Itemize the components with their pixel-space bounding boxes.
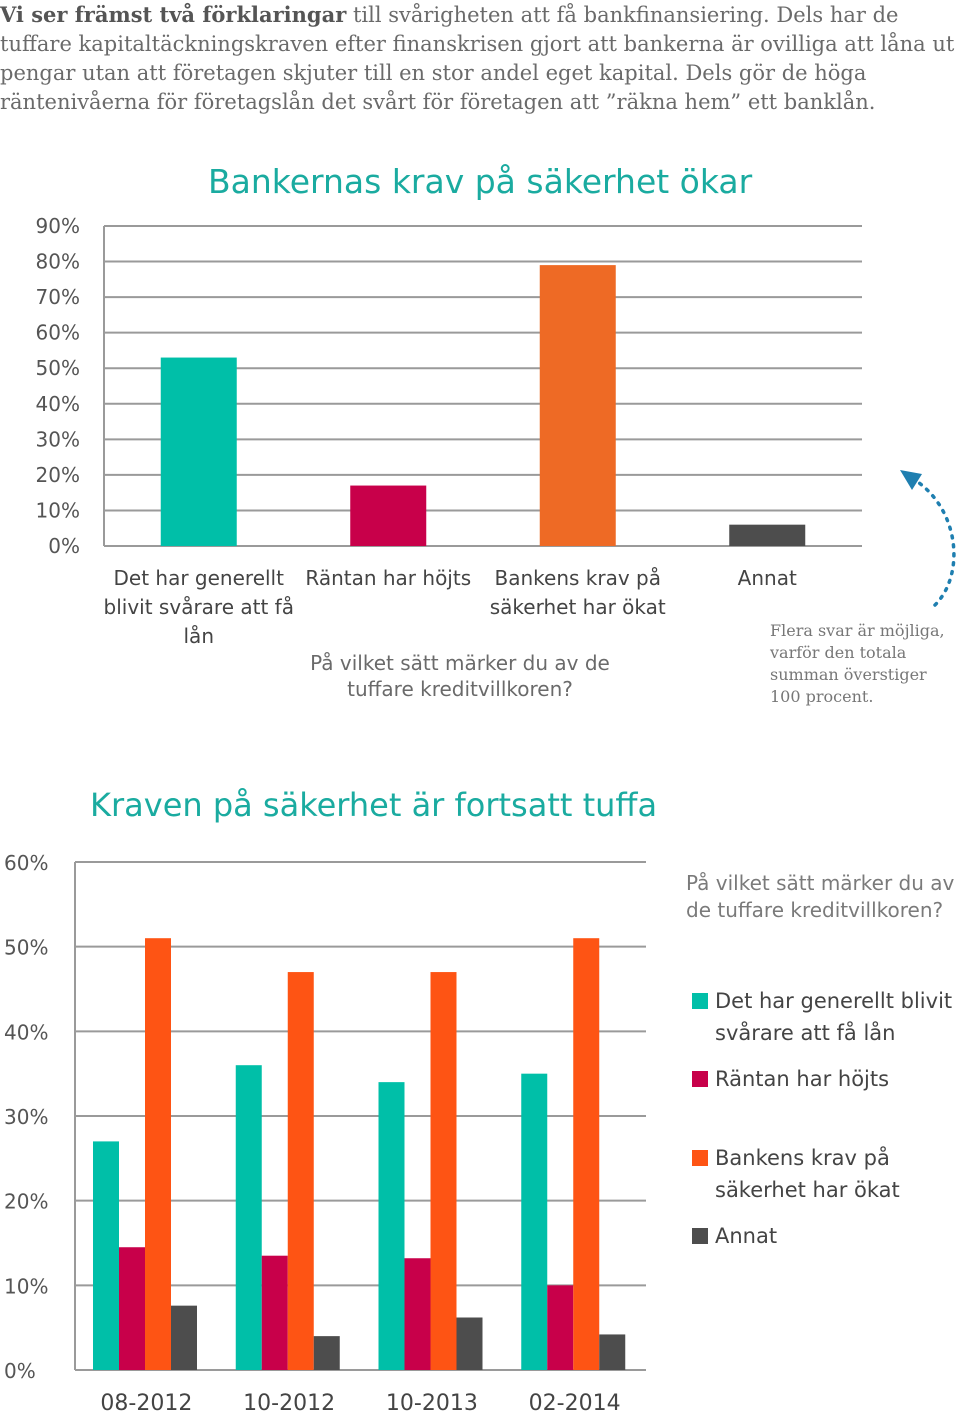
legend-label: säkerhet har ökat bbox=[715, 1178, 900, 1202]
chart2-bar bbox=[261, 1255, 288, 1370]
chart1-ytick-label: 70% bbox=[36, 285, 80, 309]
chart2-ytick-label: 40% bbox=[4, 1020, 48, 1044]
chart1-bar bbox=[350, 485, 427, 546]
chart2-category-label: 08-2012 bbox=[100, 1391, 192, 1415]
intro-paragraph: Vi ser främst två förklaringar till svår… bbox=[0, 0, 955, 117]
chart1-category-label: Räntan har höjts bbox=[305, 566, 471, 590]
chart2-category-label: 10-2012 bbox=[243, 1391, 335, 1415]
intro-lead: Vi ser främst två förklaringar bbox=[0, 2, 347, 27]
chart2-bar bbox=[145, 938, 171, 1370]
legend-label: Bankens krav på bbox=[715, 1146, 890, 1170]
chart2-question: På vilket sätt märker du av de tuffare k… bbox=[686, 871, 955, 922]
legend-label: Det har generellt blivit bbox=[715, 989, 953, 1013]
chart1-bar bbox=[539, 265, 616, 546]
chart2-ytick-label: 0% bbox=[4, 1359, 36, 1383]
chart2-ytick-label: 50% bbox=[4, 936, 48, 960]
chart1-bar bbox=[160, 357, 237, 546]
chart2-ytick-label: 20% bbox=[4, 1190, 48, 1214]
chart2-bar bbox=[171, 1305, 197, 1370]
arrowhead-icon bbox=[900, 470, 922, 490]
chart1-category-label: säkerhet har ökat bbox=[490, 595, 666, 619]
chart1-category-label: lån bbox=[184, 624, 215, 648]
legend-swatch bbox=[692, 1228, 708, 1244]
chart1-question: På vilket sätt märker du av de tuffare k… bbox=[310, 651, 610, 701]
chart1-ytick-label: 80% bbox=[36, 250, 80, 274]
chart1-ytick-label: 20% bbox=[36, 463, 80, 487]
chart2-bar bbox=[313, 1336, 340, 1370]
chart2-bar bbox=[521, 1073, 548, 1370]
chart1-ytick-label: 90% bbox=[36, 214, 80, 238]
chart1-ytick-label: 40% bbox=[36, 392, 80, 416]
legend-swatch bbox=[692, 1150, 708, 1166]
legend-label: svårare att få lån bbox=[715, 1021, 896, 1045]
chart1-ytick-label: 10% bbox=[36, 498, 80, 522]
chart2-bar bbox=[119, 1247, 145, 1370]
chart1-bar bbox=[729, 524, 806, 546]
legend-item: Bankens krav på säkerhet har ökat bbox=[692, 1142, 960, 1206]
chart1-ytick-label: 50% bbox=[36, 356, 80, 380]
chart1-title: Bankernas krav på säkerhet ökar bbox=[208, 162, 753, 201]
chart1-ytick-label: 60% bbox=[36, 321, 80, 345]
chart1-ytick-label: 30% bbox=[36, 427, 80, 451]
chart2-bar bbox=[287, 972, 314, 1370]
chart2-category-label: 10-2013 bbox=[386, 1391, 478, 1415]
chart2-bar bbox=[547, 1285, 574, 1370]
chart2-ytick-label: 30% bbox=[4, 1105, 48, 1129]
legend-item: Räntan har höjts bbox=[692, 1063, 960, 1095]
chart2-title: Kraven på säkerhet är fortsatt tuffa bbox=[90, 786, 658, 824]
chart2-bar bbox=[430, 972, 457, 1370]
chart1-note: Flera svar är möjliga, varför den totala… bbox=[770, 621, 945, 706]
curved-arrow-icon bbox=[913, 478, 956, 607]
legend-label: Räntan har höjts bbox=[715, 1067, 890, 1091]
chart2-ytick-label: 60% bbox=[4, 851, 48, 875]
legend-item: Det har generellt blivit svårare att få l… bbox=[692, 985, 960, 1049]
chart1-category-label: Det har generellt bbox=[114, 566, 285, 590]
chart1-ytick-label: 0% bbox=[48, 534, 80, 558]
chart1-category-label: Annat bbox=[738, 566, 797, 590]
chart2-bar bbox=[378, 1082, 405, 1370]
intro-rest: till svårigheten att få bankfinansiering… bbox=[0, 3, 955, 114]
chart2-bar bbox=[404, 1258, 431, 1370]
legend-label: Annat bbox=[715, 1224, 778, 1248]
chart2-category-label: 02-2014 bbox=[529, 1391, 621, 1415]
chart2-bar bbox=[456, 1317, 483, 1370]
chart2-bar bbox=[93, 1141, 119, 1370]
chart2-ytick-label: 10% bbox=[4, 1274, 48, 1298]
chart1-category-label: Bankens krav på bbox=[495, 566, 661, 590]
chart2-bar bbox=[599, 1334, 626, 1370]
chart1-category-label: blivit svårare att få bbox=[104, 595, 294, 619]
chart2-bar bbox=[573, 938, 600, 1370]
chart2-bar bbox=[235, 1065, 262, 1370]
legend-swatch bbox=[692, 1071, 708, 1087]
legend-swatch bbox=[692, 993, 708, 1009]
legend-item: Annat bbox=[692, 1220, 960, 1252]
